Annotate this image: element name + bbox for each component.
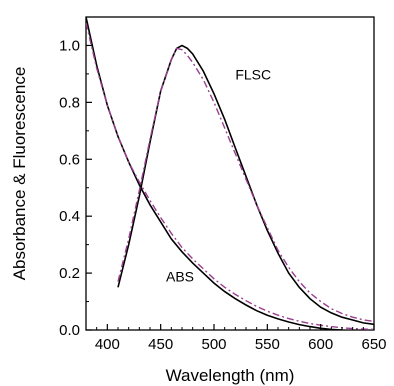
y-tick-label: 0.6 — [59, 151, 80, 168]
annotation-abs: ABS — [166, 269, 194, 285]
y-tick-label: 0.2 — [59, 265, 80, 282]
series-line-2 — [86, 22, 374, 330]
x-tick-label: 500 — [201, 336, 226, 353]
series-line-3 — [117, 44, 374, 326]
x-axis-title: Wavelength (nm) — [166, 366, 295, 385]
x-tick-label: 550 — [255, 336, 280, 353]
y-tick-label: 1.0 — [59, 37, 80, 54]
x-tick-label: 400 — [95, 336, 120, 353]
y-tick-label: 0.4 — [59, 208, 80, 225]
y-axis-title: Absorbance & Fluorescence — [10, 67, 29, 281]
x-tick-label: 450 — [148, 336, 173, 353]
x-tick-label: 650 — [361, 336, 386, 353]
series-line-4 — [117, 47, 374, 323]
series-line-1 — [86, 17, 343, 330]
plot-frame — [85, 16, 375, 331]
y-tick-label: 0.8 — [59, 94, 80, 111]
curves — [86, 17, 374, 330]
y-tick-label: 0.0 — [59, 322, 80, 339]
annotation-flsc: FLSC — [235, 67, 271, 83]
x-tick-label: 600 — [308, 336, 333, 353]
